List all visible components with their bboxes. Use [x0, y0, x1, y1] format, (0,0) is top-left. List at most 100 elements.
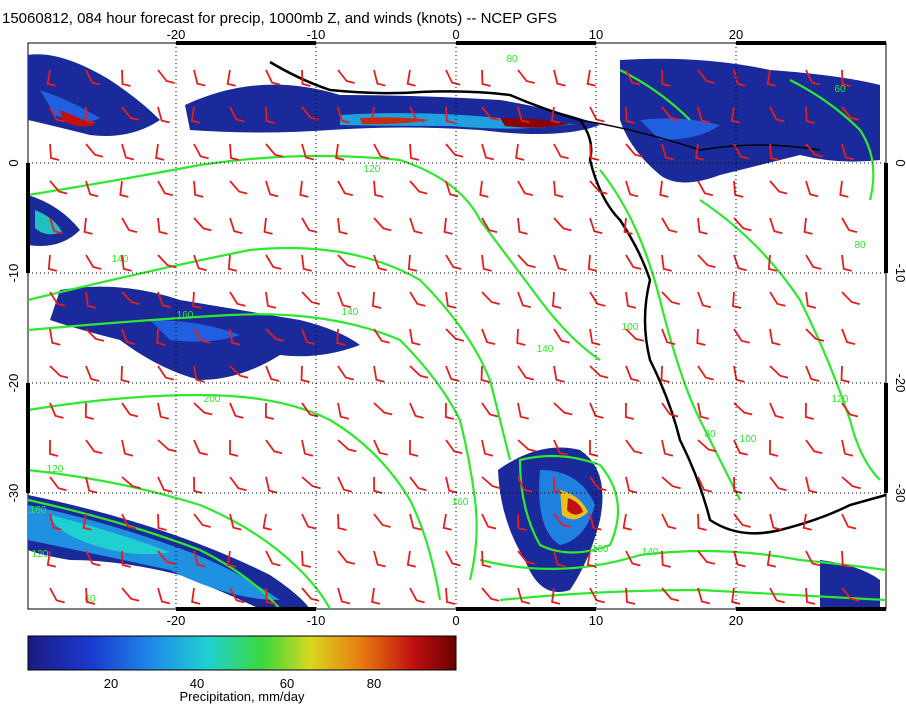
wind-barb — [49, 180, 68, 195]
wind-barb — [661, 69, 671, 87]
wind-barb — [409, 513, 422, 531]
wind-barb — [229, 476, 247, 492]
wind-barb — [517, 217, 528, 235]
lat-tick-label: -30 — [893, 484, 906, 503]
wind-barb — [193, 476, 203, 494]
wind-barb — [625, 143, 644, 158]
contour-label: 80 — [704, 429, 716, 440]
wind-barb — [697, 69, 715, 84]
wind-barb — [337, 402, 349, 420]
wind-barb — [624, 402, 635, 420]
wind-barb — [696, 328, 706, 346]
wind-barb — [697, 254, 716, 269]
wind-barb — [841, 476, 861, 490]
wind-barb — [301, 143, 315, 161]
wind-barb — [373, 550, 386, 568]
wind-barb — [157, 69, 175, 84]
wind-barb — [373, 254, 387, 272]
wind-barb — [193, 217, 212, 232]
wind-barb — [193, 69, 206, 87]
wind-barb — [85, 476, 98, 494]
wind-barb — [661, 217, 678, 233]
wind-barb — [373, 180, 384, 198]
wind-barb — [481, 217, 498, 233]
wind-barb — [335, 143, 345, 161]
lat-tick-label: -10 — [6, 264, 21, 283]
wind-barb — [157, 476, 173, 493]
wind-barb — [553, 365, 565, 383]
wind-barb — [586, 69, 596, 87]
wind-barb — [193, 180, 204, 198]
wind-barb — [517, 402, 529, 420]
wind-barb — [517, 550, 536, 565]
wind-barb — [481, 143, 495, 161]
lat-lon-grid — [28, 43, 886, 609]
wind-barb — [841, 328, 856, 345]
wind-barb — [661, 587, 680, 602]
wind-barb — [516, 328, 526, 346]
wind-barb — [730, 106, 741, 124]
wind-barb — [49, 291, 66, 307]
wind-barb — [697, 291, 712, 309]
wind-barb — [517, 69, 535, 84]
colorbar — [27, 635, 457, 671]
contour-label: 200 — [204, 394, 221, 405]
wind-barb — [121, 513, 137, 530]
wind-barb — [841, 217, 858, 233]
wind-barb — [589, 365, 609, 379]
wind-barb — [49, 328, 61, 346]
wind-barb — [481, 402, 499, 418]
wind-barb — [769, 365, 789, 379]
wind-barb — [157, 402, 169, 420]
wind-barb — [121, 439, 134, 457]
wind-barb — [157, 513, 167, 531]
frame-marks — [26, 41, 888, 611]
wind-barb — [586, 550, 597, 568]
wind-barb — [337, 439, 357, 453]
colorbar-tick-label: 40 — [190, 676, 204, 691]
wind-barb — [121, 587, 140, 602]
wind-barb — [121, 254, 132, 272]
wind-barb — [301, 291, 320, 305]
wind-barb — [659, 180, 669, 198]
lat-tick-label: -30 — [6, 484, 21, 503]
wind-barb — [481, 550, 491, 568]
wind-barb — [299, 180, 309, 198]
wind-barb — [373, 439, 388, 456]
wind-barb — [444, 402, 455, 420]
wind-barb — [804, 402, 815, 420]
wind-barb — [661, 254, 672, 272]
wind-barb — [121, 143, 135, 161]
contour-label: 140 — [642, 547, 659, 558]
wind-barb — [445, 328, 465, 342]
wind-barb — [337, 106, 350, 124]
wind-barb — [840, 365, 850, 383]
wind-barb — [769, 143, 780, 161]
lat-tick-label: 0 — [6, 159, 21, 166]
wind-barb — [732, 291, 742, 309]
wind-barb — [337, 69, 355, 84]
wind-barb — [481, 439, 494, 457]
contour-label: 100 — [622, 322, 639, 333]
wind-barb — [697, 476, 713, 493]
wind-barb — [442, 513, 452, 531]
wind-barb — [337, 513, 347, 531]
lon-tick-label: -10 — [307, 613, 326, 628]
wind-barb — [481, 106, 500, 121]
lon-tick-label: 10 — [589, 27, 603, 42]
wind-barb — [697, 439, 717, 453]
wind-barb — [481, 254, 492, 272]
contour-label: 160 — [452, 497, 469, 508]
wind-barb — [553, 439, 568, 456]
wind-barb — [517, 513, 527, 531]
wind-barb — [769, 402, 784, 419]
wind-barb — [229, 180, 248, 195]
wind-barb — [406, 550, 417, 568]
wind-barb — [46, 69, 56, 87]
wind-barb — [49, 440, 59, 457]
wind-barbs — [46, 69, 861, 605]
wind-barb — [622, 513, 632, 531]
wind-barb — [839, 180, 849, 198]
contour-label: 160 — [30, 505, 47, 516]
